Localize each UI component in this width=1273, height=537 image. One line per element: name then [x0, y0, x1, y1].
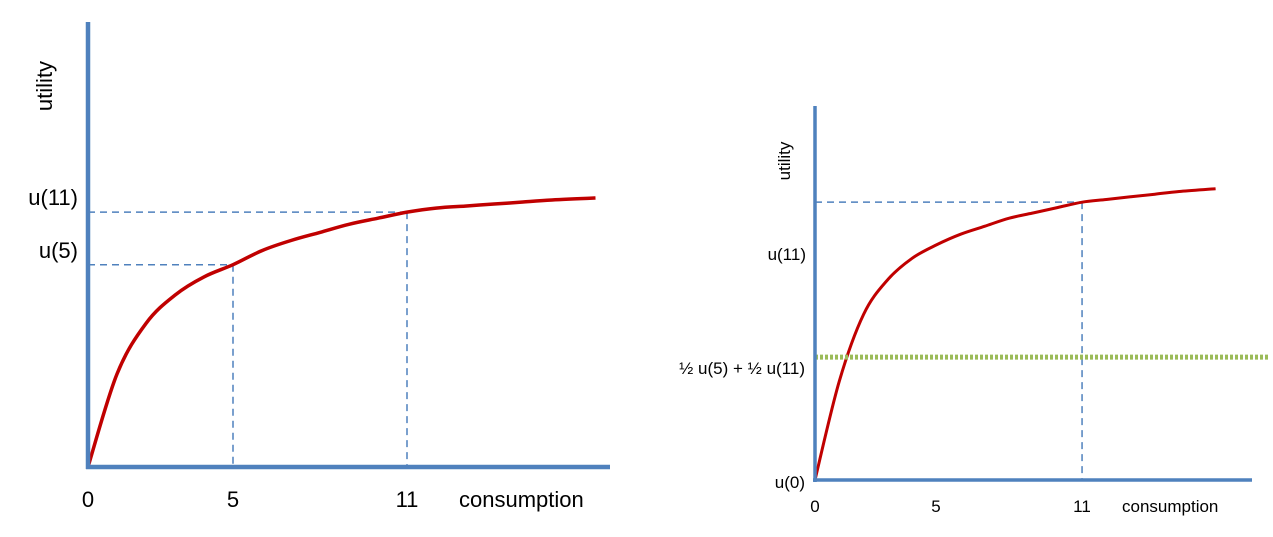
y-tick-label-u11-right: u(11)	[768, 245, 806, 264]
x-tick-label-11-right: 11	[1073, 497, 1091, 516]
y-tick-label-u0-right: u(0)	[775, 473, 805, 492]
x-tick-label-11-left: 11	[396, 487, 419, 512]
y-axis-title-right: utility	[775, 141, 794, 180]
utility-curve-right	[813, 187, 1216, 481]
y-tick-label-average-right: ½ u(5) + ½ u(11)	[679, 359, 805, 378]
y-tick-label-u5-left: u(5)	[39, 238, 78, 263]
right-utility-chart: utility u(11) ½ u(5) + ½ u(11) u(0) 0 5 …	[679, 106, 1268, 516]
x-tick-label-0-left: 0	[82, 487, 94, 512]
x-tick-label-5-left: 5	[227, 487, 239, 512]
x-tick-label-5-right: 5	[931, 497, 940, 516]
y-axis-title-left: utility	[32, 61, 57, 111]
x-tick-label-0-right: 0	[810, 497, 819, 516]
x-axis-title-left: consumption	[459, 487, 584, 512]
left-utility-chart: utility u(11) u(5) 0 5 11 consumption	[28, 22, 610, 512]
x-axis-title-right: consumption	[1122, 497, 1218, 516]
utility-curve-left	[86, 196, 596, 468]
y-tick-label-u11-left: u(11)	[28, 185, 78, 210]
